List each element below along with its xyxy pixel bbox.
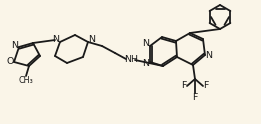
Text: NH: NH <box>124 56 138 64</box>
Text: N: N <box>11 42 19 50</box>
Text: N: N <box>88 35 96 45</box>
Text: O: O <box>6 58 14 66</box>
Text: N: N <box>143 40 150 48</box>
Text: F: F <box>192 93 198 102</box>
Text: F: F <box>203 81 209 91</box>
Text: N: N <box>205 50 212 60</box>
Text: N: N <box>52 35 60 45</box>
Text: CH₃: CH₃ <box>19 76 33 85</box>
Text: N: N <box>143 60 150 68</box>
Text: F: F <box>181 81 187 91</box>
